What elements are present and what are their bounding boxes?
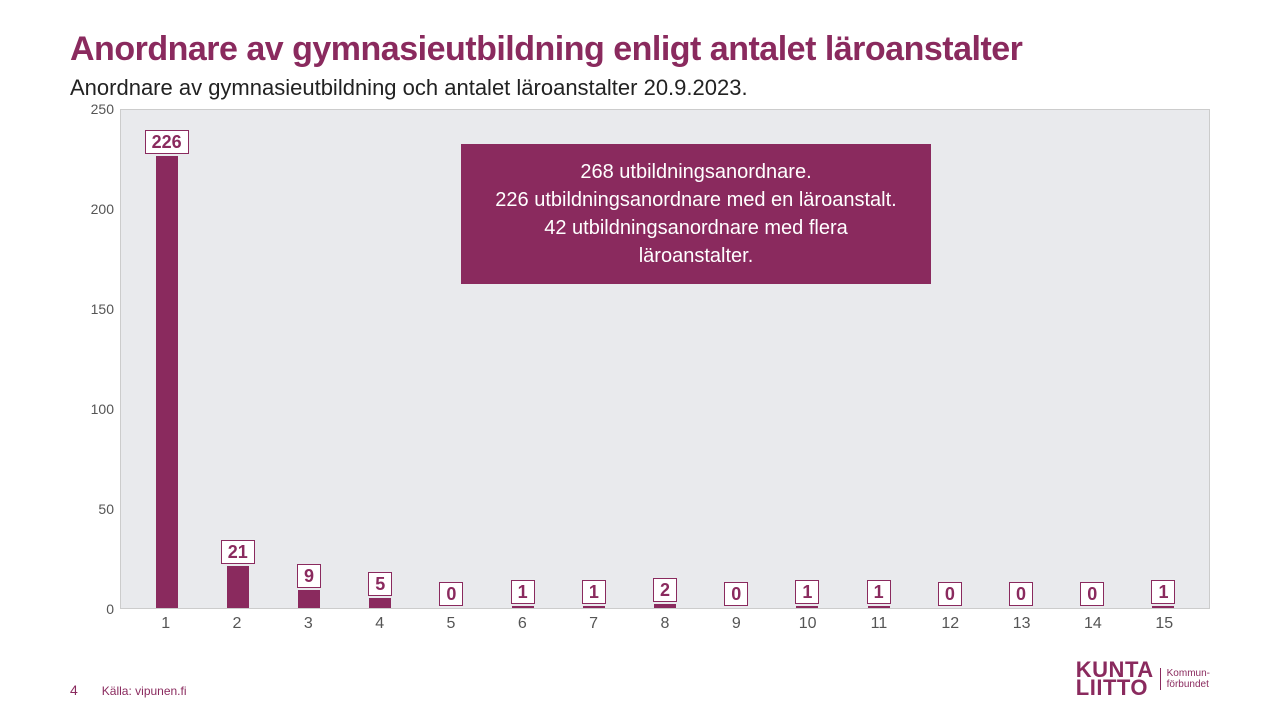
bar-slot: 0 xyxy=(985,110,1056,608)
bar-value-label: 0 xyxy=(938,582,962,606)
annotation-line: 226 utbildningsanordnare med en läroanst… xyxy=(489,186,903,214)
y-tick-label: 250 xyxy=(70,101,114,117)
y-tick-label: 100 xyxy=(70,401,114,417)
bar-value-label: 1 xyxy=(795,580,819,604)
y-axis: 050100150200250 xyxy=(70,109,114,609)
page-subtitle: Anordnare av gymnasieutbildning och anta… xyxy=(70,75,1210,101)
bar-slot: 5 xyxy=(345,110,416,608)
x-tick-label: 8 xyxy=(629,611,700,639)
bar-value-label: 1 xyxy=(582,580,606,604)
x-tick-label: 13 xyxy=(986,611,1057,639)
footer-left: 4 Källa: vipunen.fi xyxy=(70,682,187,698)
y-tick-label: 200 xyxy=(70,201,114,217)
bar-value-label: 1 xyxy=(1151,580,1175,604)
x-axis: 123456789101112131415 xyxy=(120,611,1210,639)
x-tick-label: 10 xyxy=(772,611,843,639)
x-tick-label: 2 xyxy=(201,611,272,639)
bar xyxy=(369,598,391,608)
y-tick-label: 0 xyxy=(70,601,114,617)
plot-area: 226 21 9 5 0 1 1 2 0 1 1 0 0 0 1 268 utbildningsanordn… xyxy=(120,109,1210,609)
page-number: 4 xyxy=(70,682,78,698)
annotation-line: 42 utbildningsanordnare med flera läroan… xyxy=(489,214,903,270)
bar xyxy=(583,606,605,608)
bar-slot: 226 xyxy=(131,110,202,608)
x-tick-label: 6 xyxy=(487,611,558,639)
x-tick-label: 5 xyxy=(415,611,486,639)
bar-slot: 1 xyxy=(1128,110,1199,608)
bar-slot: 0 xyxy=(1057,110,1128,608)
bar xyxy=(796,606,818,608)
x-tick-label: 7 xyxy=(558,611,629,639)
x-tick-label: 11 xyxy=(843,611,914,639)
bar-slot: 9 xyxy=(273,110,344,608)
source-text: Källa: vipunen.fi xyxy=(102,684,187,698)
slide: Anordnare av gymnasieutbildning enligt a… xyxy=(0,0,1280,720)
bar-slot: 21 xyxy=(202,110,273,608)
bar-chart: 050100150200250 226219501120110001 268 u… xyxy=(70,109,1210,639)
bar-value-label: 0 xyxy=(1080,582,1104,606)
footer: 4 Källa: vipunen.fi KUNTA LIITTO Kommun-… xyxy=(70,661,1210,698)
annotation-box: 268 utbildningsanordnare. 226 utbildning… xyxy=(461,144,931,284)
bar-value-label: 21 xyxy=(221,540,255,564)
bar-value-label: 0 xyxy=(1009,582,1033,606)
bar-value-label: 5 xyxy=(368,572,392,596)
logo-main: KUNTA LIITTO xyxy=(1076,661,1154,698)
bar-value-label: 1 xyxy=(867,580,891,604)
x-tick-label: 3 xyxy=(273,611,344,639)
bar-value-label: 0 xyxy=(724,582,748,606)
bar-value-label: 9 xyxy=(297,564,321,588)
bar xyxy=(654,604,676,608)
bar xyxy=(1152,606,1174,608)
x-tick-label: 15 xyxy=(1129,611,1200,639)
bar-value-label: 0 xyxy=(439,582,463,606)
logo-sub2: förbundet xyxy=(1167,679,1210,690)
annotation-line: 268 utbildningsanordnare. xyxy=(489,158,903,186)
bar xyxy=(156,156,178,608)
x-tick-label: 14 xyxy=(1057,611,1128,639)
brand-logo: KUNTA LIITTO Kommun- förbundet xyxy=(1076,661,1210,698)
logo-line2: LIITTO xyxy=(1076,679,1154,698)
logo-sub1: Kommun- xyxy=(1167,668,1210,679)
bar-value-label: 226 xyxy=(145,130,189,154)
bar-value-label: 1 xyxy=(511,580,535,604)
x-tick-label: 1 xyxy=(130,611,201,639)
logo-sub: Kommun- förbundet xyxy=(1160,668,1210,690)
bar xyxy=(227,566,249,608)
page-title: Anordnare av gymnasieutbildning enligt a… xyxy=(70,30,1210,69)
bar-value-label: 2 xyxy=(653,578,677,602)
x-tick-label: 9 xyxy=(701,611,772,639)
x-tick-label: 12 xyxy=(915,611,986,639)
x-tick-label: 4 xyxy=(344,611,415,639)
y-tick-label: 150 xyxy=(70,301,114,317)
y-tick-label: 50 xyxy=(70,501,114,517)
bar xyxy=(298,590,320,608)
bar xyxy=(512,606,534,608)
bar xyxy=(868,606,890,608)
